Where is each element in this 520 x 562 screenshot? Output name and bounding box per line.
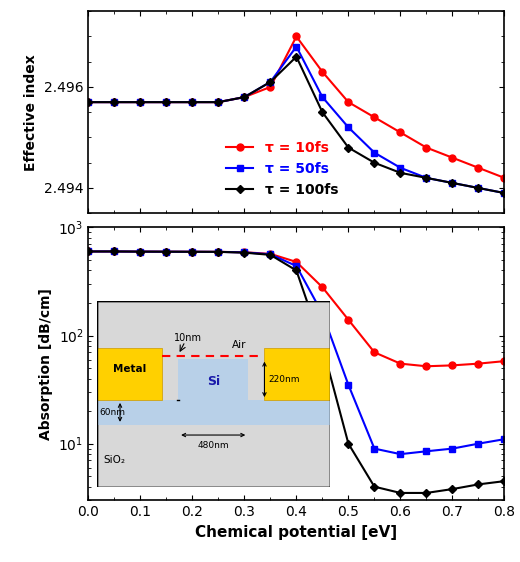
- τ = 50fs: [267, 79, 274, 85]
- τ = 10fs: [345, 99, 352, 106]
- τ = 100fs: [241, 94, 248, 101]
- τ = 50fs: [397, 165, 404, 171]
- τ = 10fs: [293, 33, 300, 40]
- τ = 50fs: [423, 175, 430, 182]
- τ = 50fs: [85, 99, 92, 106]
- τ = 100fs: [267, 79, 274, 85]
- Line: τ = 10fs: τ = 10fs: [85, 33, 508, 182]
- τ = 100fs: [397, 170, 404, 176]
- τ = 100fs: [449, 180, 456, 187]
- τ = 100fs: [345, 144, 352, 151]
- τ = 10fs: [501, 175, 508, 182]
- τ = 50fs: [137, 99, 144, 106]
- τ = 50fs: [371, 149, 378, 156]
- τ = 50fs: [293, 43, 300, 50]
- Legend: τ = 10fs, τ = 50fs, τ = 100fs: τ = 10fs, τ = 50fs, τ = 100fs: [220, 135, 344, 202]
- τ = 10fs: [163, 99, 170, 106]
- τ = 10fs: [111, 99, 118, 106]
- τ = 50fs: [241, 94, 248, 101]
- X-axis label: Chemical potential [eV]: Chemical potential [eV]: [196, 524, 397, 540]
- τ = 50fs: [111, 99, 118, 106]
- τ = 50fs: [501, 189, 508, 196]
- τ = 50fs: [189, 99, 196, 106]
- τ = 100fs: [319, 109, 326, 116]
- τ = 100fs: [423, 175, 430, 182]
- τ = 10fs: [449, 155, 456, 161]
- τ = 10fs: [241, 94, 248, 101]
- τ = 100fs: [475, 185, 482, 192]
- τ = 100fs: [371, 160, 378, 166]
- τ = 10fs: [397, 129, 404, 136]
- τ = 100fs: [215, 99, 222, 106]
- τ = 10fs: [267, 84, 274, 90]
- τ = 100fs: [137, 99, 144, 106]
- τ = 50fs: [449, 180, 456, 187]
- τ = 10fs: [85, 99, 92, 106]
- τ = 50fs: [475, 185, 482, 192]
- τ = 10fs: [189, 99, 196, 106]
- τ = 10fs: [215, 99, 222, 106]
- τ = 50fs: [345, 124, 352, 131]
- Y-axis label: Effective index: Effective index: [24, 54, 38, 171]
- Line: τ = 50fs: τ = 50fs: [85, 43, 508, 197]
- τ = 50fs: [215, 99, 222, 106]
- τ = 100fs: [163, 99, 170, 106]
- Y-axis label: Absorption [dB/cm]: Absorption [dB/cm]: [39, 288, 53, 440]
- τ = 10fs: [371, 114, 378, 121]
- τ = 100fs: [85, 99, 92, 106]
- τ = 10fs: [319, 69, 326, 75]
- τ = 10fs: [423, 144, 430, 151]
- τ = 10fs: [475, 165, 482, 171]
- τ = 50fs: [319, 94, 326, 101]
- τ = 100fs: [501, 189, 508, 196]
- τ = 100fs: [189, 99, 196, 106]
- τ = 100fs: [293, 53, 300, 60]
- τ = 100fs: [111, 99, 118, 106]
- τ = 10fs: [137, 99, 144, 106]
- Line: τ = 100fs: τ = 100fs: [86, 54, 507, 196]
- τ = 50fs: [163, 99, 170, 106]
